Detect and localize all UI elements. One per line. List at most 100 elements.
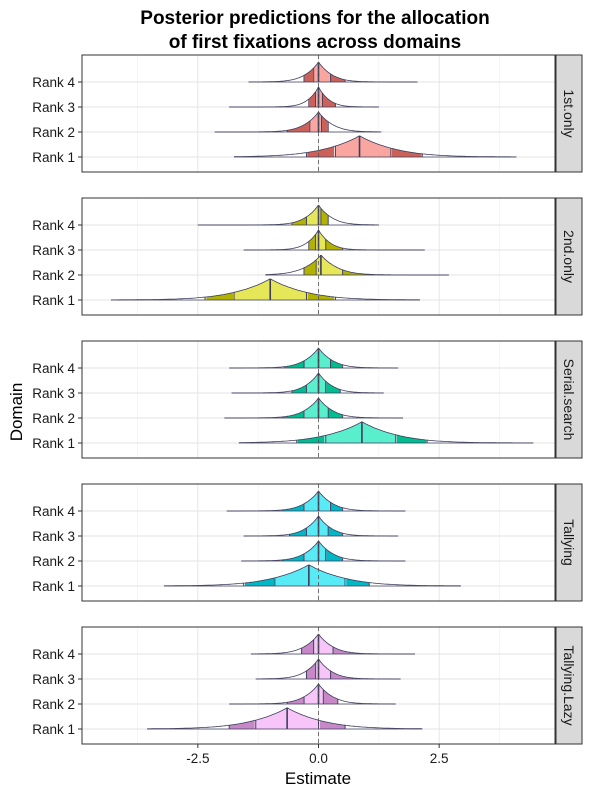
y-tick-label: Rank 4 [32, 361, 75, 376]
density-band-center [325, 421, 396, 443]
y-tick-label: Rank 4 [32, 647, 75, 662]
y-tick-label: Rank 1 [32, 150, 75, 165]
density-band-center [306, 205, 321, 225]
density-band-lower [285, 361, 304, 368]
density-band-upper [319, 720, 345, 729]
facet-strip [555, 197, 583, 316]
density-band-upper [342, 269, 374, 275]
y-tick-label: Rank 4 [32, 75, 75, 90]
y-axis-label: Domain [7, 383, 26, 442]
facet-strip [555, 340, 583, 459]
ridge-rank-2 [224, 397, 403, 419]
x-tick-label: 0.0 [309, 751, 328, 766]
y-tick-label: Rank 4 [32, 504, 75, 519]
density-band-upper [330, 74, 345, 82]
facet-strip-label: 1st.only [561, 89, 577, 137]
facet-strip [555, 54, 583, 173]
y-tick-label: Rank 1 [32, 293, 75, 308]
ridge-rank-1 [110, 278, 420, 301]
density-band-lower [309, 234, 316, 250]
ridge-rank-4 [197, 204, 379, 226]
y-tick-label: Rank 2 [32, 268, 75, 283]
facet-strip-label: 2nd.only [561, 230, 577, 283]
ridge-rank-1 [233, 135, 517, 158]
ridge-rank-1 [147, 707, 423, 730]
chart-title: Posterior predictions for the allocation… [140, 8, 489, 53]
facet-strip-label: Serial.search [561, 359, 577, 441]
facet-strip-label: Tallying.Lazy [561, 645, 577, 725]
panel-border [81, 483, 556, 602]
panel-border [81, 197, 556, 316]
y-tick-label: Rank 4 [32, 218, 75, 233]
y-tick-label: Rank 2 [32, 411, 75, 426]
density-band-center [306, 373, 326, 393]
x-axis: -2.5 0.0 2.5 [186, 744, 449, 766]
density-band-center [304, 491, 330, 511]
y-tick-label: Rank 3 [32, 386, 75, 401]
density-band-upper [346, 578, 370, 586]
density-band-upper [321, 115, 328, 132]
y-tick-label: Rank 3 [32, 100, 75, 115]
x-tick-label: -2.5 [186, 751, 209, 766]
facet-serial-search: Rank 4 Rank 3 Rank 2 Rank 1 Serial.search [32, 340, 583, 459]
density-band-upper [321, 208, 328, 225]
ridge-rank-3 [229, 86, 379, 108]
density-band-upper [307, 292, 335, 300]
ridge-rank-4 [250, 633, 416, 655]
density-outline [147, 707, 423, 730]
density-band-center [276, 565, 345, 586]
ridge-rank-2 [214, 111, 382, 133]
density-band-lower [309, 91, 316, 107]
y-tick-label: Rank 2 [32, 554, 75, 569]
ridge-rank-1 [164, 564, 461, 587]
facet-strip-label: Tallying [561, 519, 577, 566]
density-band-center [304, 398, 328, 418]
ridge-rank-4 [229, 347, 399, 369]
y-tick-label: Rank 1 [32, 436, 75, 451]
density-band-center [304, 348, 331, 368]
density-tail [197, 205, 379, 225]
facet-2nd-only: Rank 4 Rank 3 Rank 2 Rank 1 2nd.only [32, 197, 583, 316]
ridge-rank-2 [241, 541, 406, 562]
chart-title-line-2: of first fixations across domains [169, 32, 461, 53]
density-band-lower [307, 146, 335, 157]
density-outline [111, 278, 420, 301]
x-axis-label: Estimate [285, 769, 351, 788]
density-band-lower [229, 720, 255, 729]
ridge-rank-2 [265, 254, 449, 276]
ridge-rank-1 [238, 421, 534, 444]
panel-border [81, 54, 556, 173]
density-band-lower [206, 292, 234, 300]
density-band-center [316, 255, 343, 275]
facet-1st-only: Rank 4 Rank 3 Rank 2 Rank 1 1st.only [32, 54, 583, 173]
density-band-lower [304, 68, 313, 82]
density-band-upper [326, 239, 343, 250]
facet-tallying-lazy: Rank 4 Rank 3 Rank 2 Rank 1 Tallying.Lazy [32, 626, 583, 745]
density-band-lower [306, 663, 315, 679]
density-band-upper [333, 646, 357, 654]
y-tick-label: Rank 1 [32, 722, 75, 737]
density-band-upper [391, 148, 422, 157]
density-band-center [304, 541, 326, 561]
facet-strip [555, 626, 583, 745]
density-tail [229, 87, 379, 107]
y-tick-label: Rank 2 [32, 697, 75, 712]
density-band-upper [323, 690, 338, 704]
panel-border [81, 340, 556, 459]
density-band-upper [330, 671, 352, 679]
y-tick-label: Rank 2 [32, 125, 75, 140]
density-band-lower [301, 639, 314, 654]
ridge-rank-3 [243, 515, 399, 537]
y-tick-label: Rank 3 [32, 672, 75, 687]
density-outline [233, 135, 517, 158]
chart-title-line-1: Posterior predictions for the allocation [140, 8, 489, 29]
x-tick-label: 2.5 [430, 751, 449, 766]
facet-tallying: Rank 4 Rank 3 Rank 2 Rank 1 Tallying [32, 483, 583, 602]
y-tick-label: Rank 1 [32, 579, 75, 594]
ridge-rank-3 [243, 229, 425, 251]
y-tick-label: Rank 3 [32, 243, 75, 258]
y-tick-label: Rank 3 [32, 529, 75, 544]
